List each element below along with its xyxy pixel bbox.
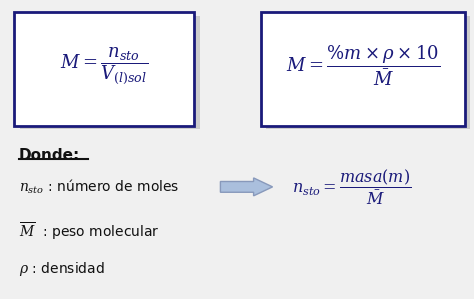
FancyBboxPatch shape: [261, 12, 465, 126]
Polygon shape: [220, 178, 273, 196]
FancyBboxPatch shape: [20, 16, 200, 129]
FancyBboxPatch shape: [14, 12, 194, 126]
Text: $n_{sto} = \dfrac{masa(m)}{\bar{M}}$: $n_{sto} = \dfrac{masa(m)}{\bar{M}}$: [292, 167, 411, 207]
Text: Donde:: Donde:: [19, 148, 80, 163]
FancyBboxPatch shape: [266, 16, 470, 129]
Text: $\rho$ : densidad: $\rho$ : densidad: [19, 260, 105, 278]
Text: $M = \dfrac{\%m \times \rho \times 10}{\bar{M}}$: $M = \dfrac{\%m \times \rho \times 10}{\…: [285, 43, 440, 88]
Text: $n_{sto}$ : número de moles: $n_{sto}$ : número de moles: [19, 178, 180, 196]
Text: $M = \dfrac{n_{sto}}{V_{(l)sol}}$: $M = \dfrac{n_{sto}}{V_{(l)sol}}$: [60, 45, 148, 87]
Text: $\overline{M}$  : peso molecular: $\overline{M}$ : peso molecular: [19, 221, 160, 242]
